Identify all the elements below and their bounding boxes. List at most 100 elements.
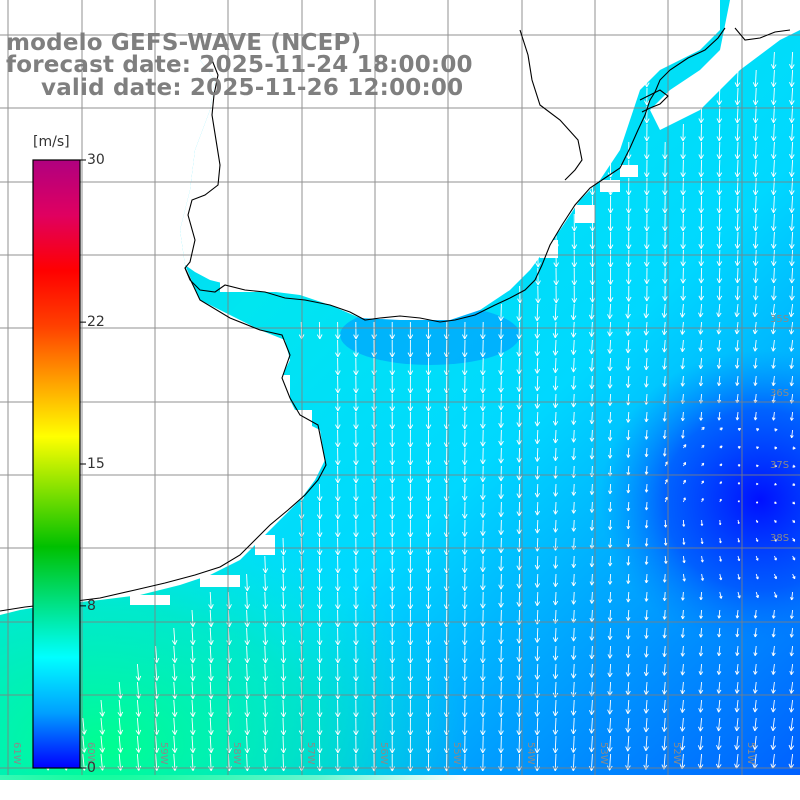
wind-arrow — [588, 321, 595, 337]
wind-arrow — [698, 231, 705, 249]
wind-arrow — [607, 627, 613, 640]
wind-arrow — [135, 735, 142, 753]
wind-arrow — [719, 463, 723, 467]
lon-label: 52W — [671, 742, 682, 765]
wind-arrow — [589, 411, 595, 425]
wind-arrow — [534, 573, 541, 588]
wind-arrow — [316, 627, 323, 646]
wind-arrow — [99, 717, 105, 735]
wind-arrow — [789, 285, 795, 301]
wind-arrow — [316, 537, 323, 556]
wind-arrow — [625, 267, 632, 285]
wind-arrow — [280, 645, 287, 664]
wind-arrow — [792, 501, 796, 505]
lat-label: 35S — [770, 314, 789, 325]
wind-arrow — [335, 501, 341, 520]
wind-arrow — [752, 123, 759, 142]
wind-arrow — [480, 663, 486, 682]
wind-arrow — [716, 213, 723, 232]
wind-arrow — [353, 645, 359, 664]
wind-arrow — [626, 609, 631, 621]
wind-arrow — [208, 645, 214, 664]
wind-arrow — [735, 609, 740, 619]
wind-arrow — [697, 735, 704, 751]
wind-arrow — [716, 285, 723, 301]
wind-arrow — [737, 500, 740, 503]
wind-arrow — [244, 717, 250, 736]
wind-arrow — [461, 339, 468, 358]
wind-arrow — [498, 357, 504, 376]
wind-arrow — [752, 249, 759, 266]
wind-arrow — [716, 735, 722, 751]
wind-arrow — [753, 375, 758, 386]
wind-arrow — [789, 123, 795, 141]
wind-arrow — [480, 537, 486, 554]
lon-label: 57W — [305, 742, 316, 765]
wind-arrow — [644, 627, 649, 639]
wind-arrow — [498, 411, 504, 428]
wind-arrow — [737, 573, 741, 580]
wind-arrow — [480, 519, 486, 536]
wind-arrow — [770, 69, 777, 88]
wind-arrow — [516, 429, 523, 445]
wind-arrow — [683, 444, 687, 449]
wind-arrow — [534, 717, 541, 736]
coast-cell — [600, 180, 620, 192]
wind-arrow — [425, 555, 432, 574]
wind-arrow — [534, 339, 541, 357]
wind-arrow — [425, 717, 432, 736]
wind-arrow — [643, 699, 649, 714]
wind-arrow — [244, 609, 250, 628]
wind-arrow — [498, 429, 504, 446]
wind-arrow — [755, 555, 759, 561]
wind-arrow — [737, 537, 740, 543]
wind-arrow — [734, 285, 741, 301]
wind-arrow — [407, 483, 414, 502]
wind-arrow — [716, 681, 722, 694]
wind-arrow — [262, 699, 269, 718]
wind-arrow — [734, 681, 740, 694]
wind-arrow — [335, 483, 341, 502]
wind-arrow — [644, 285, 650, 302]
wind-arrow — [789, 645, 794, 657]
wind-arrow — [644, 231, 650, 250]
wind-arrow — [461, 465, 468, 483]
wind-arrow — [553, 447, 559, 461]
coastline-argentina — [0, 267, 327, 612]
wind-arrow — [771, 627, 776, 638]
wind-arrow — [262, 735, 269, 754]
wind-arrow — [389, 501, 396, 520]
wind-arrow — [498, 465, 504, 482]
wind-arrow — [553, 483, 559, 497]
wind-arrow — [753, 627, 758, 638]
wind-arrow — [335, 627, 341, 646]
wind-arrow — [280, 555, 287, 574]
wind-arrow — [698, 123, 704, 142]
wind-arrow — [771, 285, 777, 301]
wind-arrow — [534, 465, 541, 480]
wind-arrow — [570, 303, 577, 321]
wind-arrow — [716, 105, 723, 124]
wind-arrow — [534, 591, 541, 607]
coast-cell — [220, 280, 280, 292]
wind-arrow — [626, 429, 631, 441]
title-model: modelo GEFS-WAVE (NCEP) — [6, 30, 362, 56]
wind-arrow — [774, 501, 777, 504]
wind-arrow — [770, 231, 777, 249]
wind-arrow — [570, 357, 577, 373]
wind-arrow — [717, 627, 722, 638]
wind-arrow — [755, 573, 759, 580]
wind-arrow — [588, 303, 595, 320]
wind-arrow — [607, 285, 614, 302]
wind-arrow — [280, 663, 287, 682]
wind-arrow — [789, 681, 795, 694]
wind-arrow — [792, 483, 796, 486]
wind-arrow — [480, 429, 486, 447]
wind-arrow — [752, 717, 758, 732]
wind-arrow — [425, 609, 432, 628]
wind-arrow — [789, 105, 795, 123]
colorbar-label: 0 — [87, 760, 96, 776]
wind-arrow — [389, 339, 396, 358]
wind-arrow — [716, 339, 722, 352]
wind-arrow — [516, 411, 522, 428]
